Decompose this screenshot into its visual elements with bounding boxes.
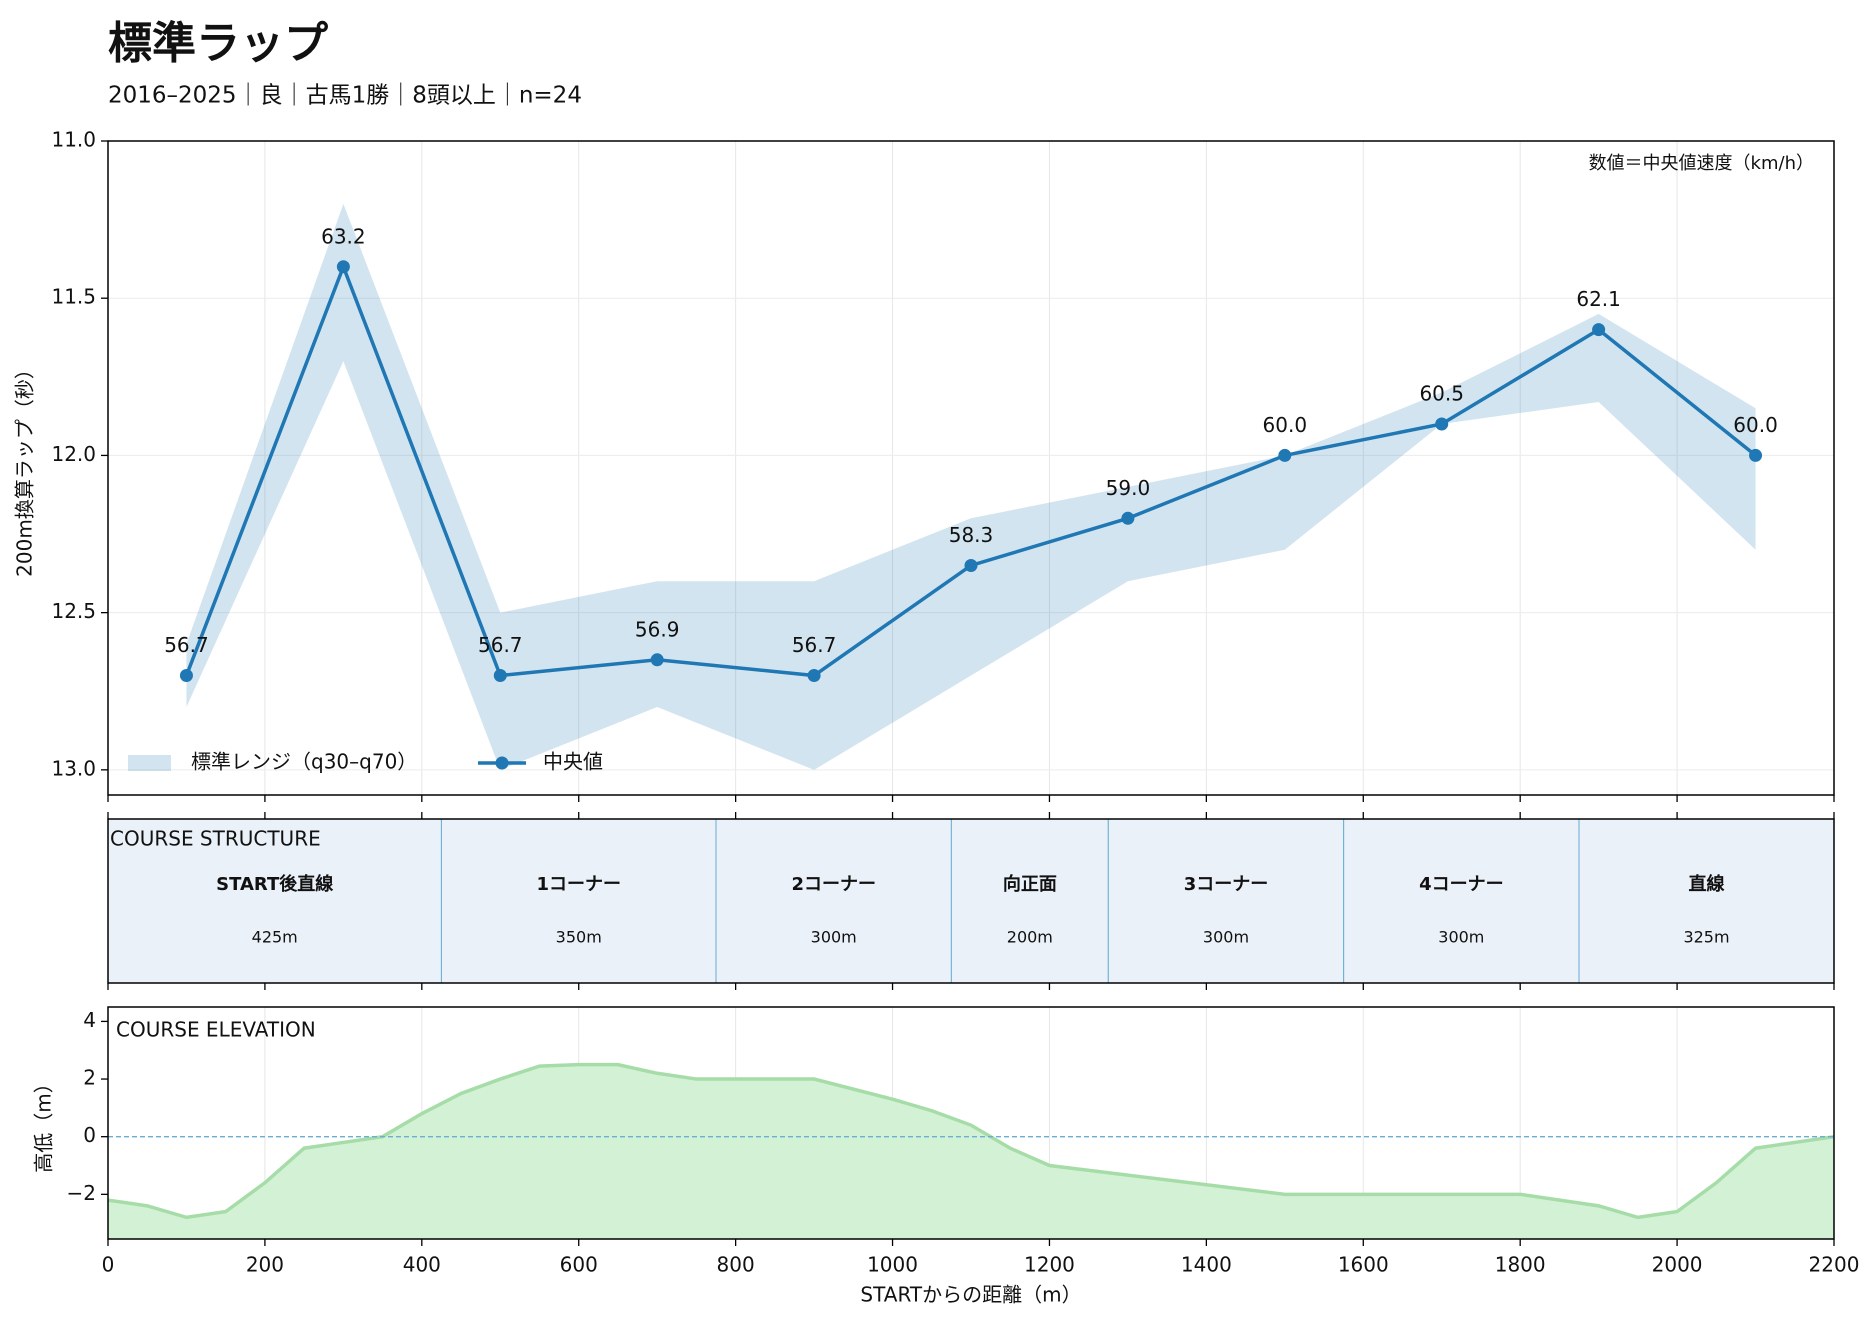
segment <box>107 818 442 984</box>
segment-name: 1コーナー <box>536 874 621 895</box>
segment <box>1343 818 1580 984</box>
y-axis-label: 高低（m） <box>32 1073 56 1172</box>
x-axis-label: STARTからの距離（m） <box>860 1283 1081 1307</box>
point <box>1278 448 1292 462</box>
band <box>186 203 1756 770</box>
y-tick-label: −2 <box>67 1181 96 1205</box>
segment-name: 3コーナー <box>1184 874 1269 895</box>
segment-length: 300m <box>1438 928 1484 947</box>
point <box>964 558 978 572</box>
plot-frame <box>107 1006 1835 1240</box>
segment <box>950 818 1109 984</box>
segment-length: 325m <box>1683 928 1729 947</box>
data-label: 56.7 <box>164 633 209 657</box>
data-label: 60.0 <box>1733 413 1778 437</box>
point <box>1435 417 1449 431</box>
plot-frame <box>107 140 1835 796</box>
y-tick-label: 11.5 <box>51 285 96 309</box>
y-tick-label: 11.0 <box>51 128 96 152</box>
data-label: 62.1 <box>1576 287 1621 311</box>
data-label: 56.9 <box>635 617 680 641</box>
point <box>336 260 350 274</box>
segment-name: 直線 <box>1689 873 1725 895</box>
x-tick-label: 400 <box>403 1253 441 1277</box>
segment-name: 4コーナー <box>1419 874 1504 895</box>
x-tick-label: 2000 <box>1652 1253 1703 1277</box>
y-axis-label: 200m換算ラップ（秒） <box>13 359 37 577</box>
legend-label: 中央値 <box>543 750 603 774</box>
x-tick-label: 1800 <box>1495 1253 1546 1277</box>
point <box>650 653 664 667</box>
y-tick-label: 12.5 <box>51 599 96 623</box>
point <box>179 669 193 683</box>
data-label: 60.0 <box>1263 413 1308 437</box>
x-tick-label: 1600 <box>1338 1253 1389 1277</box>
y-tick-label: 2 <box>83 1066 96 1090</box>
point <box>807 669 821 683</box>
segment <box>1578 818 1835 984</box>
chart-title: 標準ラップ <box>108 18 328 69</box>
x-tick-label: 2200 <box>1809 1253 1860 1277</box>
y-tick-label: 12.0 <box>51 442 96 466</box>
panel-label: COURSE STRUCTURE <box>110 827 321 851</box>
plot-frame <box>107 818 1835 984</box>
x-tick-label: 800 <box>717 1253 755 1277</box>
segment <box>440 818 717 984</box>
point <box>1592 323 1606 337</box>
data-label: 58.3 <box>949 523 994 547</box>
segment <box>715 818 952 984</box>
segment-length: 425m <box>252 928 298 947</box>
point <box>493 669 507 683</box>
x-tick-label: 1400 <box>1181 1253 1232 1277</box>
segment <box>1107 818 1345 984</box>
x-tick-label: 0 <box>102 1253 115 1277</box>
point <box>1749 448 1763 462</box>
y-tick-label: 4 <box>83 1008 96 1032</box>
panel-label: COURSE ELEVATION <box>116 1018 316 1042</box>
data-label: 59.0 <box>1106 476 1151 500</box>
segment-length: 200m <box>1007 928 1053 947</box>
x-tick-label: 1200 <box>1024 1253 1075 1277</box>
area-line <box>107 1062 1835 1220</box>
area <box>108 1064 1834 1239</box>
segment-length: 300m <box>1203 928 1249 947</box>
segment-length: 300m <box>811 928 857 947</box>
legend-label: 標準レンジ（q30–q70） <box>191 750 417 774</box>
x-tick-label: 200 <box>246 1253 284 1277</box>
chart-subtitle: 2016–2025｜良｜古馬1勝｜8頭以上｜n=24 <box>108 83 582 109</box>
data-label: 56.7 <box>478 633 523 657</box>
x-tick-label: 1000 <box>867 1253 918 1277</box>
segment-name: START後直線 <box>216 873 333 895</box>
y-tick-label: 0 <box>83 1123 96 1147</box>
legend-marker <box>495 756 509 770</box>
annotation: 数値＝中央値速度（km/h） <box>1589 153 1814 174</box>
segment-name: 2コーナー <box>791 874 876 895</box>
segment-length: 350m <box>556 928 602 947</box>
segment-name: 向正面 <box>1003 873 1057 895</box>
data-label: 63.2 <box>321 224 366 248</box>
point <box>1121 511 1135 525</box>
x-tick-label: 600 <box>560 1253 598 1277</box>
legend-swatch <box>128 755 171 771</box>
data-label: 60.5 <box>1419 381 1464 405</box>
y-tick-label: 13.0 <box>51 756 96 780</box>
data-label: 56.7 <box>792 633 837 657</box>
